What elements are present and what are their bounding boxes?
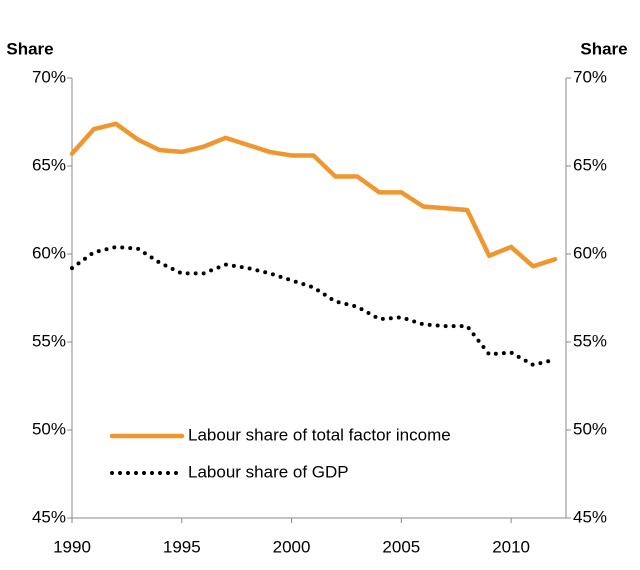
y-tick-label: 45% [32, 507, 66, 526]
series-line [70, 244, 558, 367]
y2-tick-label: 45% [573, 507, 607, 526]
y2-tick-label: 65% [573, 155, 607, 174]
x-tick-label: 1990 [53, 537, 91, 556]
series-line [69, 121, 558, 269]
x-tick-label: 2000 [273, 537, 311, 556]
y2-tick-label: 70% [573, 67, 607, 86]
y-tick-label: 70% [32, 67, 66, 86]
x-tick-label: 1995 [163, 537, 201, 556]
y-axis-label: Share [6, 39, 53, 58]
legend-label: Labour share of total factor income [188, 425, 451, 444]
x-tick-label: 2005 [382, 537, 420, 556]
y-tick-label: 60% [32, 243, 66, 262]
y-tick-label: 65% [32, 155, 66, 174]
x-tick-label: 2010 [492, 537, 530, 556]
y2-tick-label: 60% [573, 243, 607, 262]
y-tick-label: 55% [32, 331, 66, 350]
y2-tick-label: 55% [573, 331, 607, 350]
y2-tick-label: 50% [573, 419, 607, 438]
y-tick-label: 50% [32, 419, 66, 438]
y2-axis-label: Share [580, 39, 627, 58]
legend-label: Labour share of GDP [188, 462, 349, 481]
